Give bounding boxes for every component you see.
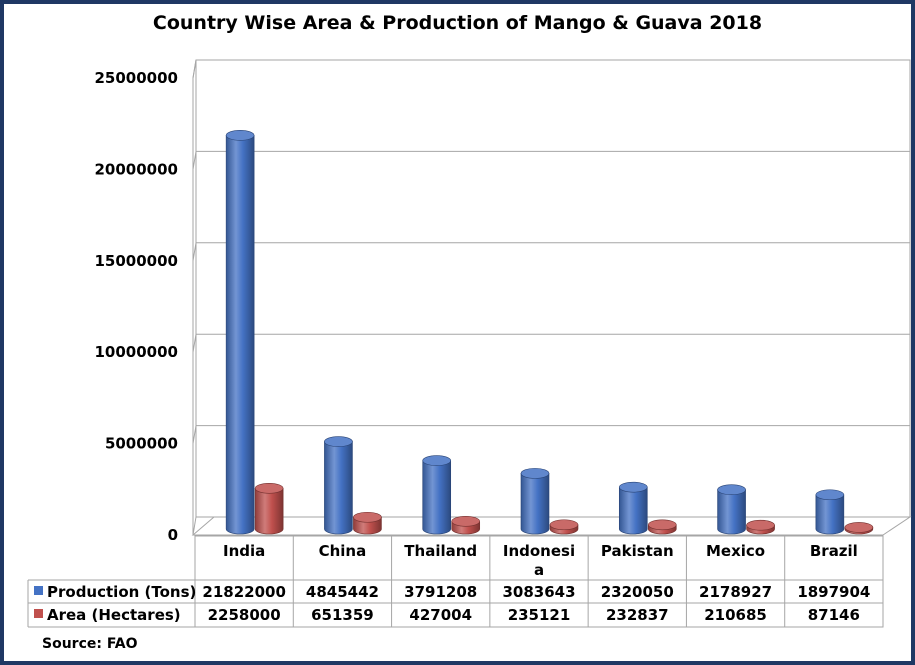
- y-tick-label: 10000000: [95, 343, 179, 361]
- legend-label: Production (Tons): [47, 583, 196, 601]
- x-category-label: Thailand: [404, 542, 477, 560]
- data-label: 3083643: [502, 583, 575, 601]
- x-category-label: Brazil: [810, 542, 858, 560]
- gridline-diagonal: [192, 59, 197, 79]
- bar: [815, 494, 845, 535]
- bar-top: [549, 519, 579, 531]
- bar-top: [647, 519, 677, 531]
- legend-swatch: [34, 586, 43, 595]
- bar: [225, 135, 255, 535]
- source-note: Source: FAO: [42, 636, 138, 652]
- bar-top: [815, 489, 845, 501]
- data-label: 21822000: [202, 583, 286, 601]
- data-label: 1897904: [797, 583, 870, 601]
- bar: [422, 460, 452, 535]
- x-category-label: Pakistan: [601, 542, 674, 560]
- data-label: 232837: [606, 606, 669, 624]
- data-label: 2258000: [208, 606, 281, 624]
- bar-top: [451, 515, 481, 527]
- y-tick-label: 0: [168, 526, 178, 544]
- bar-top: [324, 436, 353, 447]
- gridline-diagonal: [192, 516, 197, 536]
- bar: [520, 473, 550, 535]
- data-label: 4845442: [306, 583, 379, 601]
- bar-top: [618, 481, 648, 493]
- y-tick-label: 15000000: [95, 252, 179, 270]
- bar-top: [422, 455, 452, 466]
- y-tick-label: 20000000: [95, 160, 179, 178]
- gridline-diagonal: [192, 425, 197, 444]
- x-category-label: India: [223, 542, 265, 560]
- bar: [717, 489, 746, 535]
- data-label: 2320050: [601, 583, 674, 601]
- bar-top: [520, 468, 550, 479]
- legend-label: Area (Hectares): [47, 606, 181, 624]
- bar-top: [746, 519, 775, 531]
- x-category-label: Mexico: [706, 542, 765, 560]
- data-label: 651359: [311, 606, 374, 624]
- data-label: 427004: [409, 606, 472, 624]
- bar-top: [717, 484, 746, 495]
- x-category-label: Indonesi: [503, 542, 575, 560]
- bar: [324, 441, 353, 535]
- y-tick-label: 5000000: [105, 435, 178, 453]
- bar: [254, 487, 284, 535]
- gridline-diagonal: [192, 242, 197, 261]
- data-label: 3791208: [404, 583, 477, 601]
- data-label: 235121: [508, 606, 571, 624]
- gridline-diagonal: [192, 334, 197, 353]
- bar-top: [225, 130, 255, 141]
- gridline-diagonal: [192, 151, 197, 170]
- legend-swatch: [34, 609, 43, 618]
- chart-back-wall: [195, 59, 911, 518]
- data-label: 2178927: [699, 583, 772, 601]
- bar-top: [254, 482, 284, 494]
- data-label: 210685: [704, 606, 767, 624]
- bar: [618, 486, 648, 535]
- bar-top: [353, 511, 382, 523]
- x-category-label: China: [319, 542, 367, 560]
- x-category-label: a: [534, 561, 544, 579]
- bar-top: [844, 522, 874, 533]
- y-tick-label: 25000000: [95, 69, 179, 87]
- chart-title: Country Wise Area & Production of Mango …: [152, 12, 763, 34]
- data-label: 87146: [808, 606, 860, 624]
